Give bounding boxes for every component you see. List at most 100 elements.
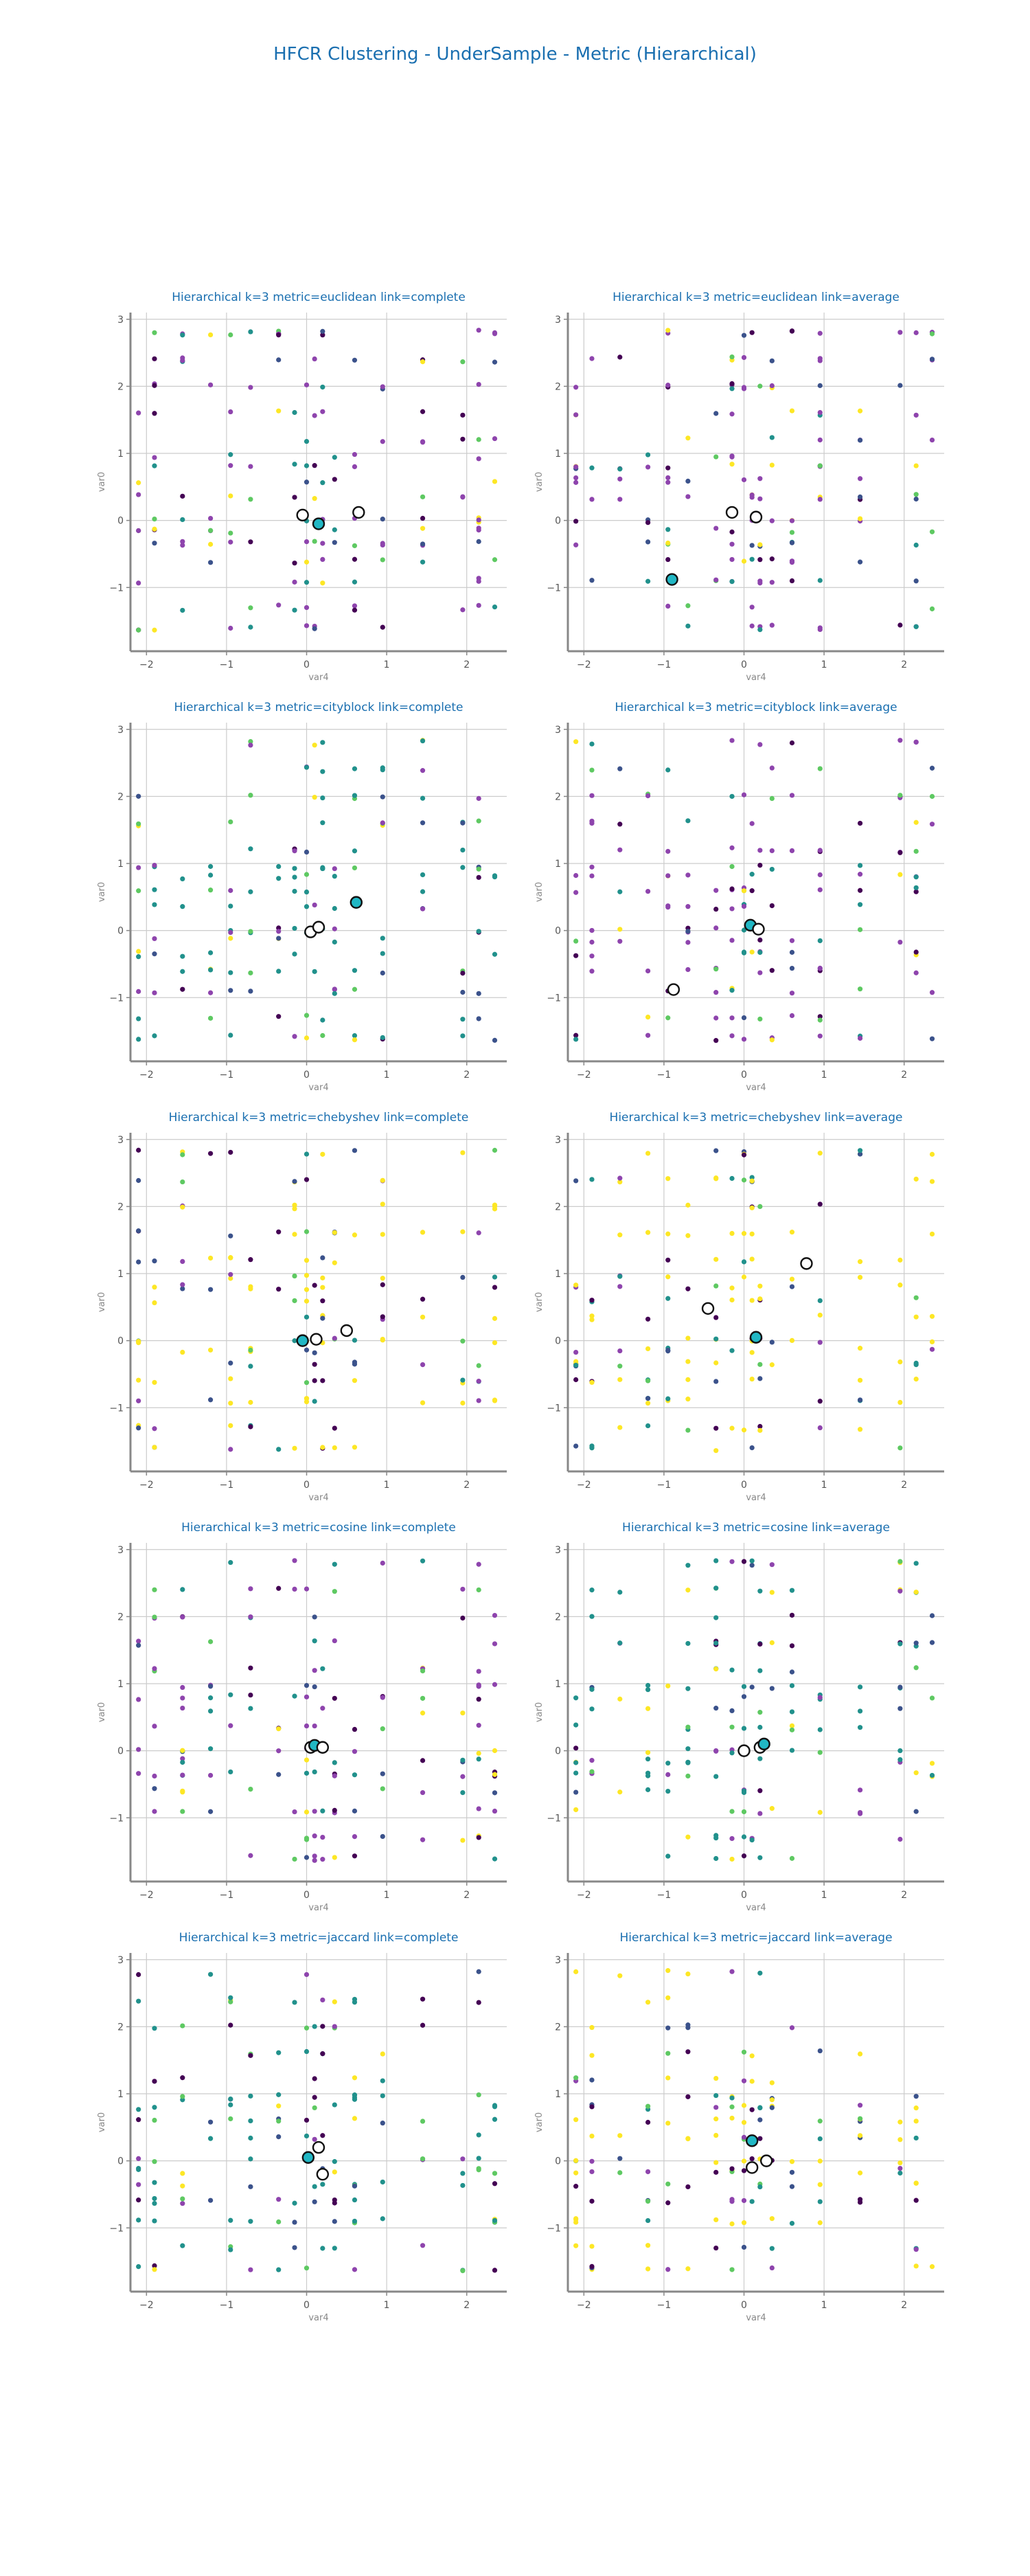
- centroid-marker: [667, 983, 680, 996]
- data-point: [292, 1232, 297, 1237]
- data-point: [136, 1177, 141, 1184]
- data-point: [665, 465, 671, 471]
- x-tick-label: −1: [220, 2300, 234, 2311]
- x-tick-label: 2: [901, 1480, 907, 1491]
- data-point: [292, 2219, 297, 2225]
- data-point: [276, 1772, 282, 1777]
- centroid-marker: [665, 573, 678, 586]
- y-axis-label: var0: [97, 2112, 107, 2132]
- data-point: [645, 2000, 651, 2005]
- data-point: [713, 1038, 719, 1043]
- data-point: [276, 929, 282, 934]
- data-point: [913, 885, 919, 890]
- data-point: [332, 477, 337, 482]
- data-point: [460, 412, 466, 418]
- data-point: [380, 1035, 385, 1041]
- data-point: [913, 1640, 919, 1646]
- data-point: [276, 2267, 282, 2272]
- data-point: [617, 766, 623, 771]
- data-point: [292, 1034, 297, 1039]
- data-point: [913, 1770, 919, 1776]
- data-point: [207, 1255, 214, 1261]
- data-point: [136, 1697, 141, 1702]
- data-point: [207, 2136, 214, 2141]
- data-point: [789, 938, 795, 943]
- data-point: [292, 495, 297, 500]
- data-point: [897, 383, 903, 388]
- data-point: [304, 2117, 310, 2123]
- data-point: [589, 465, 595, 471]
- data-point: [207, 2119, 214, 2125]
- data-point: [248, 2135, 253, 2141]
- data-point: [589, 927, 595, 934]
- data-point: [857, 872, 863, 877]
- data-point: [352, 1378, 358, 1383]
- data-point: [312, 626, 317, 631]
- data-point: [476, 874, 481, 880]
- data-point: [757, 1588, 763, 1594]
- data-point: [228, 539, 233, 545]
- data-point: [136, 988, 141, 994]
- data-point: [857, 1708, 863, 1714]
- data-point: [380, 1314, 385, 1320]
- y-tick-label: 1: [555, 2089, 561, 2100]
- data-point: [857, 2051, 863, 2057]
- data-point: [320, 1997, 325, 2003]
- data-point: [420, 872, 426, 878]
- data-point: [136, 1016, 141, 1021]
- data-point: [136, 492, 141, 497]
- data-point: [136, 888, 141, 894]
- data-point: [248, 1364, 253, 1369]
- data-point: [276, 2219, 282, 2225]
- scatter-panel: −2 −1 0 1 2 −1 0 1 2 3 var4 var0: [97, 1953, 507, 2323]
- data-point: [749, 1256, 755, 1262]
- data-point: [332, 2200, 337, 2206]
- data-point: [476, 456, 481, 462]
- data-point: [713, 1774, 719, 1779]
- data-point: [276, 602, 282, 608]
- data-point: [617, 1640, 623, 1646]
- x-tick-label: 2: [464, 659, 470, 670]
- data-point: [136, 528, 141, 534]
- data-point: [292, 409, 297, 416]
- data-point: [248, 846, 253, 852]
- data-point: [248, 2053, 253, 2058]
- y-tick-label: 0: [555, 1336, 561, 1347]
- data-point: [665, 603, 671, 609]
- data-point: [380, 384, 385, 389]
- data-point: [897, 1684, 903, 1690]
- data-point: [589, 2198, 595, 2204]
- centroid-marker: [296, 508, 309, 522]
- data-point: [729, 988, 735, 993]
- data-point: [380, 1177, 385, 1183]
- data-point: [228, 1401, 233, 1406]
- data-point: [380, 2121, 385, 2126]
- data-point: [645, 452, 651, 457]
- data-point: [380, 1771, 385, 1776]
- y-tick-label: 3: [555, 1135, 561, 1146]
- data-point: [180, 1349, 185, 1355]
- data-point: [789, 1230, 795, 1235]
- data-point: [152, 455, 157, 460]
- x-tick-label: −2: [577, 659, 591, 670]
- data-point: [332, 2169, 337, 2175]
- data-point: [857, 2133, 863, 2138]
- scatter-panel: −2 −1 0 1 2 −1 0 1 2 3 var4 var0: [534, 1133, 944, 1503]
- data-point: [136, 1771, 141, 1776]
- data-point: [276, 2119, 282, 2124]
- data-point: [789, 1723, 795, 1728]
- data-point: [312, 1769, 317, 1775]
- data-point: [729, 381, 735, 387]
- data-point: [352, 2075, 358, 2081]
- data-point: [476, 381, 481, 387]
- data-point: [897, 850, 903, 855]
- data-point: [180, 355, 185, 361]
- data-point: [304, 539, 310, 545]
- data-point: [292, 1179, 297, 1184]
- data-point: [729, 386, 735, 392]
- data-point: [617, 354, 623, 360]
- data-point: [304, 1723, 310, 1729]
- data-point: [817, 1695, 823, 1700]
- data-point: [380, 2216, 385, 2222]
- data-point: [332, 1695, 337, 1701]
